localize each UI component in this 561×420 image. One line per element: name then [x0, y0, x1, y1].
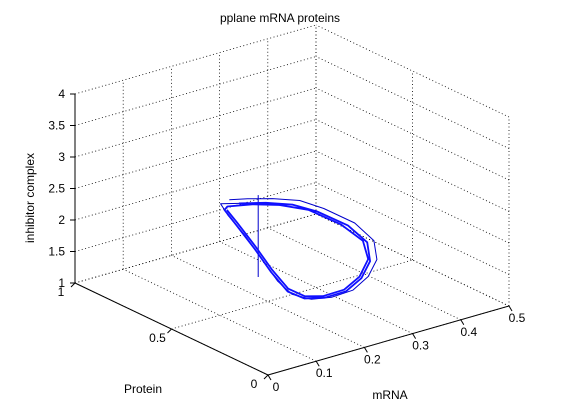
z-tick-label: 2.5	[48, 182, 65, 196]
floor-grid-line	[267, 227, 461, 321]
x-tick-mark	[412, 333, 417, 339]
x-tick-mark	[363, 347, 368, 353]
right-wall-grid-line	[315, 213, 510, 307]
y-tick-label: 0	[251, 377, 258, 391]
x-tick-label: 0.4	[460, 325, 477, 339]
x-tick-mark	[315, 360, 320, 367]
right-wall-grid-line	[315, 56, 510, 149]
z-tick-label: 2	[58, 213, 65, 227]
right-wall-grid-line	[315, 150, 510, 244]
y-axis-label: Protein	[124, 382, 162, 396]
z-tick-label: 1.5	[48, 245, 65, 259]
right-wall-grid-line	[315, 24, 510, 118]
x-tick-label: 0	[273, 380, 280, 394]
chart-title: pplane mRNA proteins	[220, 11, 340, 25]
x-tick-label: 0.2	[364, 352, 381, 366]
x-tick-label: 0.1	[316, 366, 333, 380]
floor-grid-line	[171, 255, 365, 348]
z-tick-label: 3	[58, 150, 65, 164]
x-tick-mark	[460, 319, 465, 326]
y-tick-label: 1	[58, 285, 65, 299]
floor-grid-line	[123, 268, 317, 362]
data-layer	[220, 195, 378, 300]
right-wall-grid-line	[315, 182, 510, 275]
y-tick-mark	[263, 374, 269, 380]
z-tick-label: 3.5	[48, 119, 65, 133]
axes-layer	[70, 93, 513, 381]
x-tick-mark	[508, 305, 513, 312]
z-axis-label: inhibitor complex	[23, 153, 37, 243]
z-tick-label: 1	[58, 276, 65, 290]
right-wall-grid-line	[315, 87, 510, 181]
x-axis-line	[267, 305, 510, 376]
x-tick-label: 0.5	[509, 311, 526, 325]
grid-layer	[74, 24, 510, 376]
right-wall-grid-line	[315, 119, 510, 212]
floor-grid-line	[219, 241, 413, 334]
z-tick-label: 4	[58, 87, 65, 101]
trajectory-limit-cycle	[223, 201, 371, 300]
x-tick-mark	[267, 374, 272, 381]
y-tick-label: 0.5	[149, 331, 166, 345]
x-tick-label: 0.3	[412, 339, 429, 353]
label-layer: pplane mRNA proteins mRNA Protein inhibi…	[23, 11, 526, 402]
x-axis-label: mRNA	[372, 388, 407, 402]
y-tick-mark	[70, 282, 76, 288]
y-tick-mark	[167, 328, 172, 334]
